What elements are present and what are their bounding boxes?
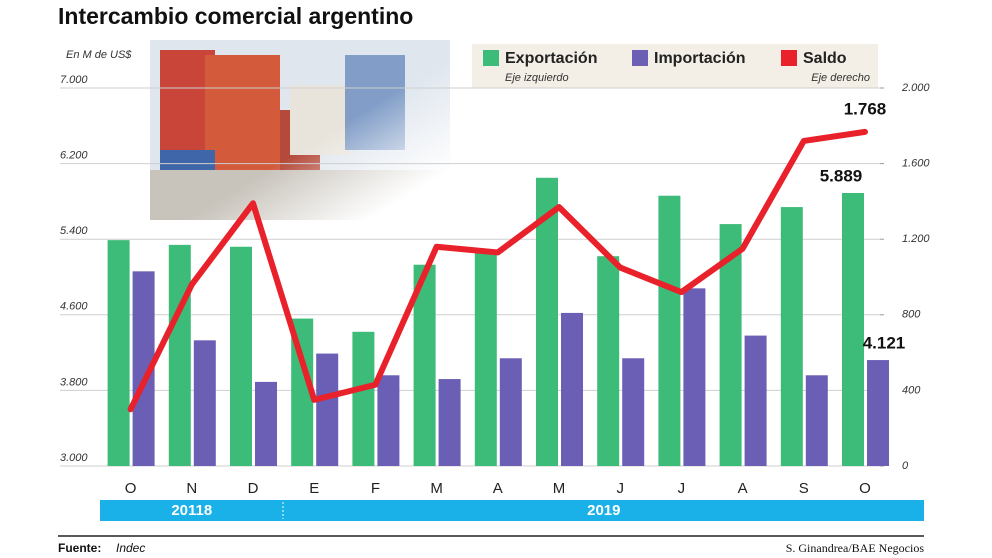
legend-note: Eje izquierdo xyxy=(505,72,569,84)
bar xyxy=(719,224,742,466)
bar xyxy=(413,264,436,466)
x-tick-label: M xyxy=(430,480,443,497)
bar xyxy=(438,379,461,466)
photo-fade xyxy=(148,38,454,224)
legend-label: Importación xyxy=(654,50,746,67)
legend-swatch xyxy=(632,50,648,66)
legend-swatch xyxy=(781,50,797,66)
bar xyxy=(842,192,864,466)
value-label: 1.768 xyxy=(844,99,887,118)
year-label: 2019 xyxy=(587,502,620,519)
y2-tick-label: 400 xyxy=(902,384,921,396)
bar xyxy=(658,195,681,467)
bar xyxy=(867,360,889,466)
y-tick-label: 7.000 xyxy=(60,74,88,86)
y2-tick-label: 1.600 xyxy=(902,158,930,170)
bar xyxy=(168,244,191,466)
bar xyxy=(230,246,252,466)
bar xyxy=(474,249,497,466)
x-tick-label: S xyxy=(799,480,809,497)
legend-label: Saldo xyxy=(803,50,847,67)
chart-title: Intercambio comercial argentino xyxy=(58,3,413,29)
x-tick-label: M xyxy=(553,480,566,497)
value-label: 5.889 xyxy=(820,166,863,185)
bar xyxy=(352,331,375,466)
legend-swatch xyxy=(483,50,499,66)
x-tick-label: N xyxy=(186,480,197,497)
bar xyxy=(291,318,314,466)
bar xyxy=(316,353,339,466)
bar xyxy=(193,340,216,466)
y2-tick-label: 0 xyxy=(902,460,909,472)
bar xyxy=(255,381,277,466)
bar xyxy=(744,335,767,466)
bar xyxy=(597,256,620,466)
photo xyxy=(148,38,454,224)
bar xyxy=(132,271,155,466)
x-tick-label: A xyxy=(493,480,503,497)
y-tick-label: 3.800 xyxy=(60,376,88,388)
y-tick-label: 3.000 xyxy=(60,452,88,464)
bar xyxy=(561,312,583,466)
legend-box xyxy=(472,44,878,88)
x-tick-label: O xyxy=(859,480,871,497)
legend-label: Exportación xyxy=(505,50,597,67)
source: Indec xyxy=(116,541,145,555)
y2-tick-label: 800 xyxy=(902,309,921,321)
year-label: 20118 xyxy=(171,502,212,519)
year-band xyxy=(100,500,924,521)
source-label: Fuente: xyxy=(58,541,101,555)
x-tick-label: J xyxy=(616,480,624,497)
bar xyxy=(805,375,828,466)
y-tick-label: 5.400 xyxy=(60,225,88,237)
x-tick-label: F xyxy=(371,480,380,497)
x-tick-label: A xyxy=(738,480,748,497)
y-tick-label: 6.200 xyxy=(60,150,88,162)
bar xyxy=(107,240,130,466)
bar xyxy=(499,358,522,466)
bar xyxy=(780,207,803,466)
legend-note: Eje derecho xyxy=(811,72,870,84)
y2-tick-label: 2.000 xyxy=(901,82,930,94)
bar xyxy=(683,288,706,466)
x-tick-label: D xyxy=(248,480,259,497)
y-tick-label: 4.600 xyxy=(60,301,88,313)
bar xyxy=(622,358,645,466)
x-tick-label: J xyxy=(678,480,686,497)
x-tick-label: O xyxy=(125,480,137,497)
bar xyxy=(536,177,558,466)
value-label: 4.121 xyxy=(863,334,906,353)
y2-tick-label: 1.200 xyxy=(902,233,930,245)
line xyxy=(127,128,868,413)
bar xyxy=(377,375,400,466)
y-axis-label: En M de US$ xyxy=(66,49,132,61)
x-tick-label: E xyxy=(309,480,319,497)
credit: S. Ginandrea/BAE Negocios xyxy=(786,541,925,555)
